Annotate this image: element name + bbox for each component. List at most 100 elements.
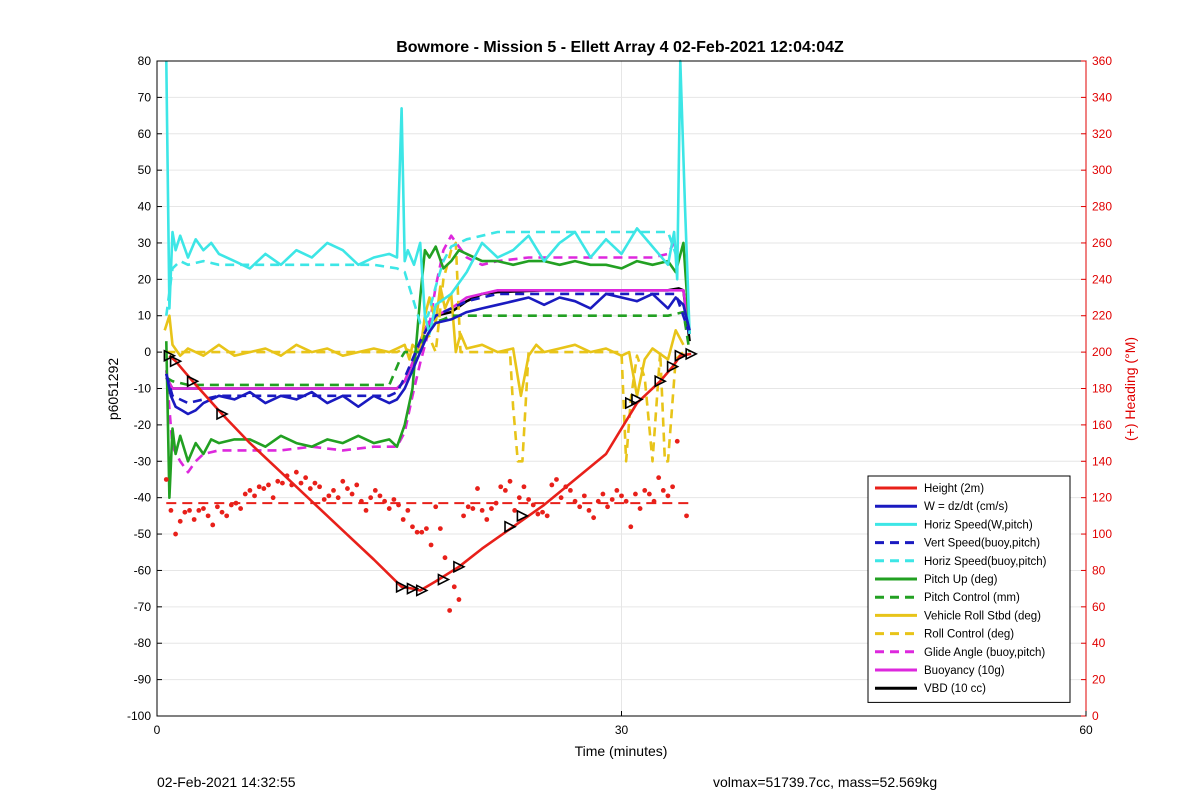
heading-point [331, 487, 336, 493]
legend-label: Roll Control (deg) [924, 629, 1014, 641]
height-marker [437, 573, 451, 586]
heading-point [428, 542, 434, 548]
x-tick-label: 60 [1079, 723, 1093, 737]
heading-point [470, 506, 476, 511]
y-tick-label: 50 [138, 163, 152, 177]
y-tick-label: -40 [134, 491, 152, 505]
heading-point [256, 484, 262, 490]
heading-point [572, 498, 578, 504]
height-marker [685, 347, 698, 361]
heading-point [479, 508, 485, 513]
heading-point [414, 529, 420, 535]
heading-point [651, 498, 657, 504]
y2-tick-label: 280 [1092, 200, 1112, 214]
heading-point [396, 502, 401, 508]
series-line [165, 230, 677, 325]
y-tick-label: -100 [127, 709, 151, 723]
height-marker [666, 360, 680, 373]
heading-point [321, 497, 327, 502]
heading-point [410, 524, 415, 530]
heading-point [642, 487, 648, 493]
height-marker [654, 374, 667, 388]
heading-point [614, 487, 620, 493]
height-markers-layer [163, 347, 698, 597]
y-tick-label: 30 [138, 236, 152, 250]
heading-point [405, 508, 411, 513]
heading-point [442, 555, 448, 561]
height-marker [186, 374, 200, 388]
heading-points-layer [163, 438, 689, 613]
heading-point [502, 487, 508, 493]
heading-point [358, 498, 364, 504]
heading-point [368, 495, 374, 501]
y2-tick-label: 300 [1092, 163, 1112, 177]
heading-point [568, 487, 573, 493]
heading-point [377, 493, 383, 499]
y2-tick-label: 220 [1092, 309, 1112, 323]
heading-point [386, 506, 392, 511]
y2-tick-label: 260 [1092, 236, 1112, 250]
heading-point [619, 493, 624, 499]
legend-box [867, 475, 1071, 703]
legend: Height (2m) W = dz/dt (cm/s) Horiz Speed(W… [867, 475, 1071, 703]
height-marker [624, 396, 638, 410]
y2-tick-label: 40 [1092, 636, 1106, 650]
legend-label: Horiz Speed(buoy,pitch) [924, 556, 1047, 568]
heading-point [168, 508, 174, 513]
heading-point [563, 484, 569, 490]
heading-point [261, 486, 267, 491]
height-marker [216, 407, 229, 421]
heading-point [233, 500, 239, 506]
x-axis-label: Time (minutes) [575, 743, 668, 759]
height-marker [169, 354, 183, 368]
heading-point [317, 484, 322, 490]
heading-point [670, 484, 675, 490]
footer-timestamp: 02-Feb-2021 14:32:55 [157, 774, 296, 790]
heading-point [391, 497, 397, 502]
heading-point [382, 498, 388, 504]
y2-tick-label: 0 [1092, 709, 1099, 723]
heading-point [349, 491, 355, 497]
chart-title: Bowmore - Mission 5 - Ellett Array 4 02-… [396, 39, 844, 56]
series-line [165, 59, 691, 336]
legend-label: Glide Angle (buoy,pitch) [924, 647, 1045, 659]
y-tick-label: -60 [134, 563, 152, 577]
y-tick-label: -30 [134, 454, 152, 468]
y2-tick-label: 120 [1092, 491, 1112, 505]
footer-volmax: volmax=51739.7cc, mass=52.569kg [713, 774, 938, 790]
heading-point [637, 506, 643, 511]
heading-point [633, 491, 638, 497]
heading-point [266, 482, 271, 488]
heading-point [289, 482, 295, 488]
heading-point [540, 509, 545, 515]
heading-point [345, 486, 350, 491]
heading-point [326, 493, 332, 499]
heading-point [307, 486, 313, 491]
heading-point [581, 493, 587, 499]
heading-point [516, 495, 522, 501]
y2-tick-label: 80 [1092, 563, 1106, 577]
legend-label: Horiz Speed(W,pitch) [924, 519, 1033, 531]
heading-point [623, 498, 629, 504]
height-marker [163, 349, 177, 363]
y2-tick-label: 140 [1092, 454, 1112, 468]
height-marker [674, 349, 688, 363]
y-tick-label: -10 [134, 382, 152, 396]
y-tick-label: 60 [138, 127, 152, 141]
heading-point [335, 495, 341, 501]
heading-point [600, 491, 606, 497]
y-axis-label: p6051292 [105, 358, 121, 421]
y-tick-label: -70 [134, 600, 152, 614]
heading-point [163, 477, 169, 482]
height-marker [516, 509, 530, 523]
series-line [165, 241, 691, 499]
x-tick-label: 0 [154, 723, 161, 737]
heading-point [252, 493, 257, 499]
legend-label: Pitch Up (deg) [924, 574, 998, 586]
y2-tick-label: 180 [1092, 382, 1112, 396]
y2-tick-label: 60 [1092, 600, 1106, 614]
height-marker [453, 560, 466, 574]
y-tick-label: 40 [138, 200, 152, 214]
heading-point [173, 531, 178, 537]
